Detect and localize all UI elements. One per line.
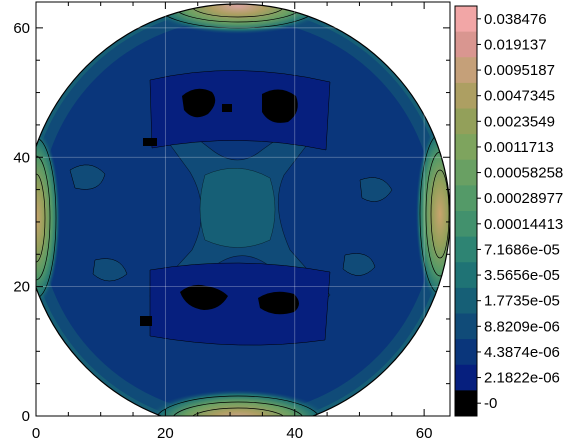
colorbar-swatch <box>455 134 477 161</box>
y-tick-label: 0 <box>22 408 30 425</box>
colorbar-swatch <box>455 211 477 238</box>
min-patch <box>262 89 298 123</box>
colorbar-label: 0.00014413 <box>484 216 563 233</box>
contour-island <box>69 164 106 190</box>
contour-island <box>92 258 128 282</box>
colorbar-label: 8.8209e-06 <box>484 318 560 335</box>
colorbar-swatch <box>455 262 477 289</box>
x-tick-label: 0 <box>32 425 40 442</box>
colorbar-frame <box>454 5 478 417</box>
min-patch <box>182 88 216 118</box>
colorbar-label: 7.1686e-05 <box>484 241 560 258</box>
colorbar-label: 1.7735e-05 <box>484 293 560 310</box>
colorbar-swatch <box>455 313 477 340</box>
colorbar-swatch <box>455 185 477 212</box>
lobe-top <box>148 4 328 34</box>
lobe-contour <box>155 395 321 416</box>
min-patch <box>222 104 232 112</box>
colorbar-label: 2.1822e-06 <box>484 370 560 387</box>
x-tick-label: 20 <box>157 425 174 442</box>
axes: 0 20 40 60 0 20 40 60 <box>13 2 450 442</box>
colorbar-swatch <box>455 57 477 84</box>
lobe-contour <box>36 155 51 281</box>
colorbar: 0.038476 0.019137 0.0095187 0.0047345 0.0023… <box>454 5 563 417</box>
colorbar-label: 0.00028977 <box>484 190 563 207</box>
y-tick-label: 40 <box>13 149 30 166</box>
domain-boundary <box>36 3 450 416</box>
colorbar-label: 4.3874e-06 <box>484 344 560 361</box>
colorbar-label: 0.0095187 <box>484 62 555 79</box>
contour-low-band-bottom <box>149 262 331 346</box>
colorbar-swatch <box>455 6 477 33</box>
colorbar-swatch <box>455 390 477 417</box>
colorbar-label: 0.0023549 <box>484 113 555 130</box>
colorbar-swatch <box>455 31 477 58</box>
min-patch <box>143 138 157 146</box>
min-patch <box>180 284 228 310</box>
contour-low-band-top <box>149 70 331 151</box>
colorbar-label: 3.5656e-05 <box>484 267 560 284</box>
colorbar-swatch <box>455 339 477 366</box>
min-patch <box>258 291 299 315</box>
lobe-contour <box>36 173 46 263</box>
colorbar-swatch <box>455 159 477 186</box>
lobe-contour <box>36 137 57 299</box>
lobe-left <box>36 128 60 308</box>
lobe-contour <box>171 401 305 416</box>
colorbar-swatch <box>455 108 477 135</box>
plot-frame <box>35 1 451 417</box>
x-tick-label: 60 <box>416 425 433 442</box>
colorbar-swatch <box>455 236 477 263</box>
colorbar-swatch <box>455 364 477 391</box>
y-tick-label: 60 <box>13 20 30 37</box>
contour-island <box>359 177 393 202</box>
colorbar-label: 0.038476 <box>484 11 547 28</box>
lobe-bottom <box>146 390 330 416</box>
lobe-right <box>416 124 450 304</box>
colorbar-swatch <box>455 287 477 314</box>
colorbar-swatch <box>455 82 477 109</box>
colorbar-label: 0.019137 <box>484 36 547 53</box>
y-tick-label: 20 <box>13 279 30 296</box>
colorbar-label: 0.0047345 <box>484 88 555 105</box>
lobe-contour <box>430 169 450 259</box>
contour-center-inner <box>199 167 276 248</box>
lobe-contour <box>189 407 287 416</box>
colorbar-label: 0.0011713 <box>484 139 554 156</box>
colorbar-label: -0 <box>484 395 497 412</box>
colorbar-label: 0.00058258 <box>484 165 563 182</box>
x-tick-label: 40 <box>286 425 303 442</box>
grid <box>36 2 450 416</box>
contour-island <box>342 253 376 276</box>
min-patch <box>140 316 152 326</box>
